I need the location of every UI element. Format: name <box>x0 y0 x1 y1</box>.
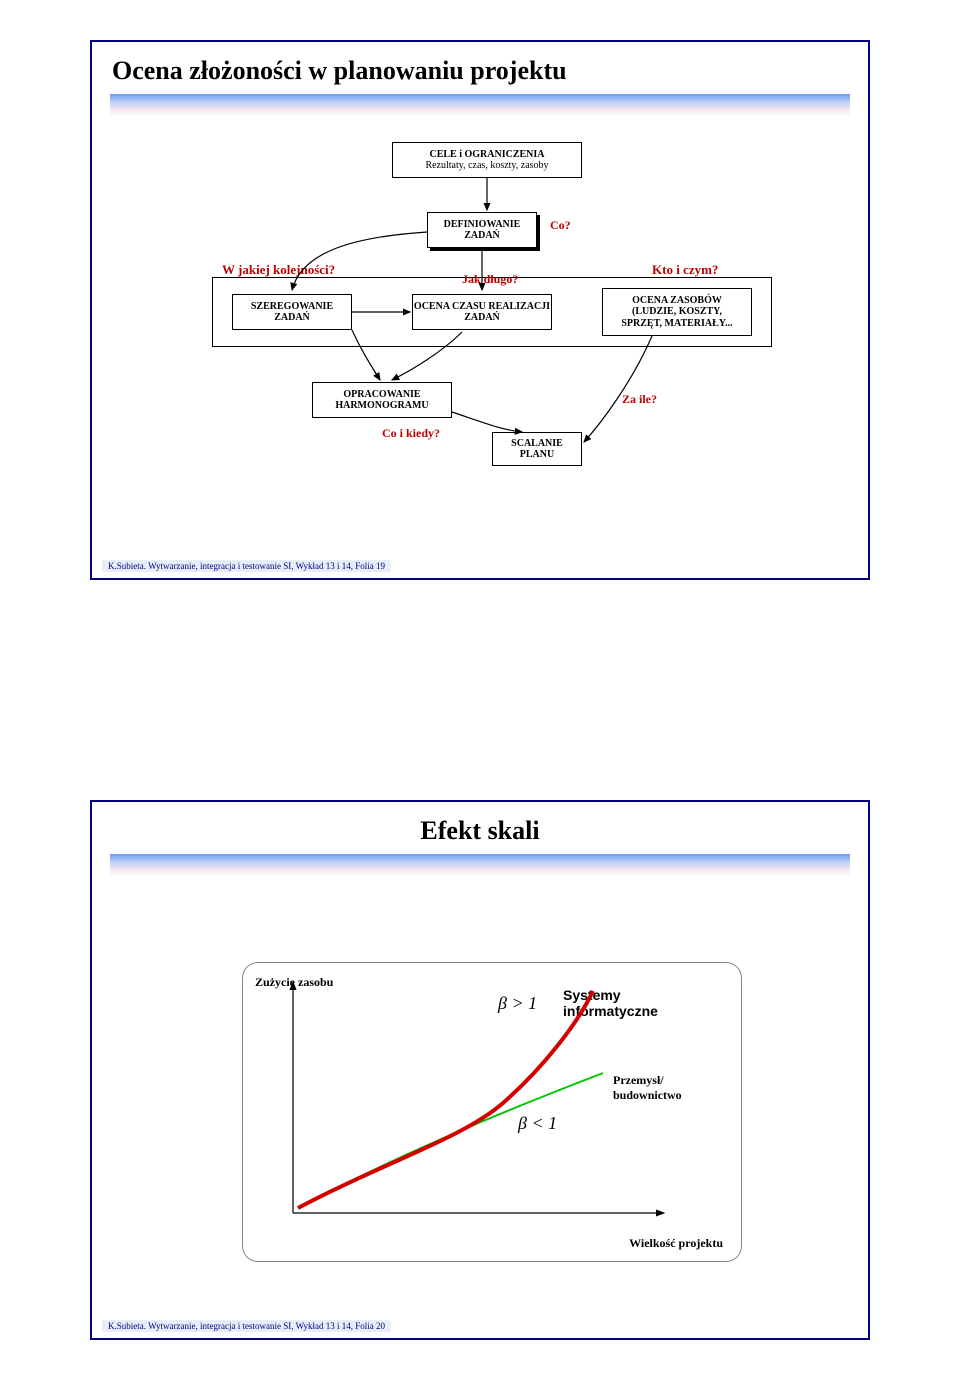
box-opracowanie: OPRACOWANIE HARMONOGRAMU <box>312 382 452 418</box>
slide-2-body: Zużycie zasobu β > 1 Systemy informatycz… <box>92 882 868 1322</box>
box-scalanie: SCALANIE PLANU <box>492 432 582 466</box>
slide-1-title-gradient <box>110 94 850 116</box>
box-definiowanie: DEFINIOWANIE ZADAŃ <box>427 212 537 248</box>
box-ocena-zasobow-l1: OCENA ZASOBÓW <box>603 295 751 307</box>
box-definiowanie-text: DEFINIOWANIE ZADAŃ <box>428 219 536 242</box>
slide-2: Efekt skali Zużycie zasobu β > 1 Systemy… <box>90 800 870 1340</box>
box-cele-line1: CELE i OGRANICZENIA <box>393 149 581 161</box>
slide-2-title-gradient <box>110 854 850 876</box>
label-jak-dlugo: Jak długo? <box>462 272 518 287</box>
chart-svg <box>243 963 743 1263</box>
slide-1-body: CELE i OGRANICZENIA Rezultaty, czas, kos… <box>92 122 868 562</box>
box-szeregowanie-text: SZEREGOWANIE ZADAŃ <box>233 301 351 324</box>
box-ocena-zasobow-l2: (LUDZIE, KOSZTY, <box>603 306 751 318</box>
label-co: Co? <box>550 218 571 233</box>
box-cele-line2: Rezultaty, czas, koszty, zasoby <box>393 160 581 172</box>
label-co-kiedy: Co i kiedy? <box>382 426 440 441</box>
box-opracowanie-text: OPRACOWANIE HARMONOGRAMU <box>313 389 451 412</box>
slide-2-footer: K.Subieta. Wytwarzanie, integracja i tes… <box>102 1320 391 1332</box>
box-szeregowanie: SZEREGOWANIE ZADAŃ <box>232 294 352 330</box>
box-cele: CELE i OGRANICZENIA Rezultaty, czas, kos… <box>392 142 582 178</box>
chart-frame: Zużycie zasobu β > 1 Systemy informatycz… <box>242 962 742 1262</box>
slide-2-title: Efekt skali <box>92 802 868 854</box>
box-ocena-czasu: OCENA CZASU REALIZACJI ZADAŃ <box>412 294 552 330</box>
box-scalanie-text: SCALANIE PLANU <box>493 438 581 461</box>
label-za-ile: Za ile? <box>622 392 657 407</box>
slide-1: Ocena złożoności w planowaniu projektu C… <box>90 40 870 580</box>
slide-1-title: Ocena złożoności w planowaniu projektu <box>92 42 868 94</box>
label-kolejnosc: W jakiej kolejności? <box>222 262 335 278</box>
box-ocena-zasobow: OCENA ZASOBÓW (LUDZIE, KOSZTY, SPRZĘT, M… <box>602 288 752 336</box>
label-kto: Kto i czym? <box>652 262 718 278</box>
box-ocena-czasu-text: OCENA CZASU REALIZACJI ZADAŃ <box>413 301 551 324</box>
slide-1-footer: K.Subieta. Wytwarzanie, integracja i tes… <box>102 560 391 572</box>
box-ocena-zasobow-l3: SPRZĘT, MATERIAŁY... <box>603 318 751 330</box>
